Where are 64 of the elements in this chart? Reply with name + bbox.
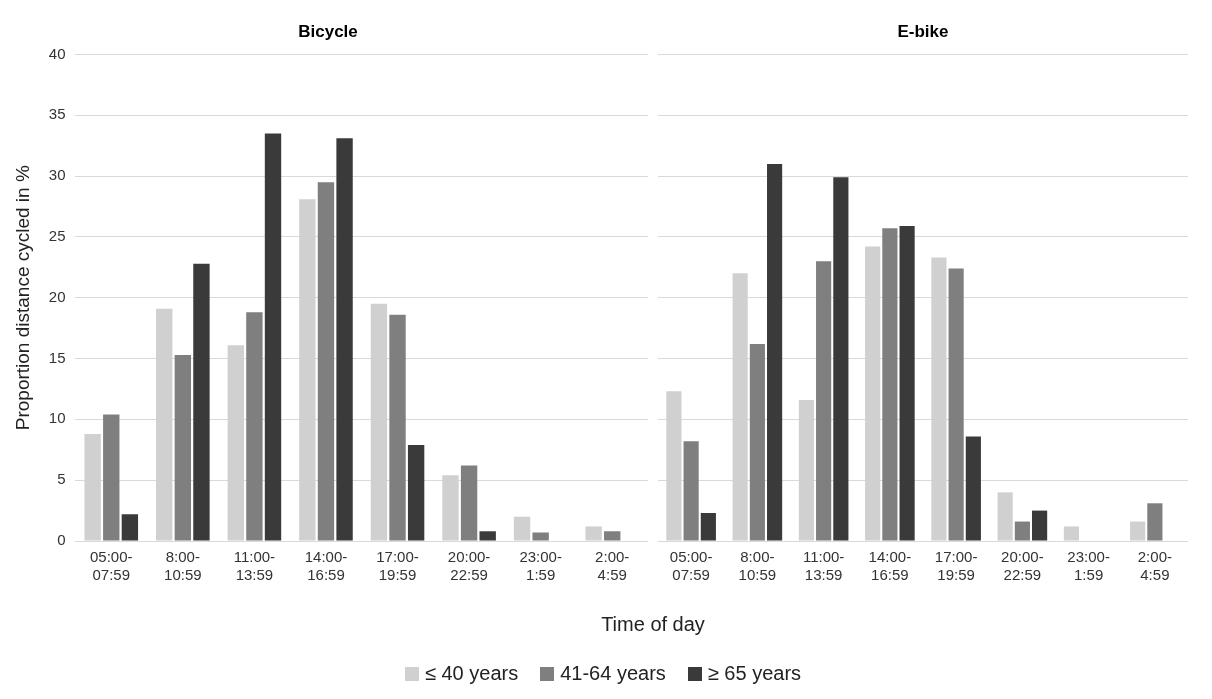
bar — [193, 263, 210, 541]
x-tick-label: 8:00-10:59 — [738, 548, 777, 584]
bar — [1147, 503, 1163, 541]
y-tick-label: 5 — [57, 470, 66, 488]
legend-label: 41-64 years — [560, 662, 666, 685]
bar — [513, 516, 531, 541]
x-tick-label: 20:00-22:59 — [1001, 548, 1044, 584]
x-tick-label: 2:00-4:59 — [1137, 548, 1172, 584]
x-tick-label: 11:00-13:59 — [802, 548, 845, 584]
x-tick-label: 14:00-16:59 — [868, 548, 912, 584]
bar — [1032, 510, 1048, 541]
bar — [833, 177, 849, 541]
y-axis-title: Proportion distance cycled in % — [11, 165, 33, 431]
bar — [479, 531, 496, 541]
x-tick-label: 17:00-19:59 — [934, 548, 978, 584]
bar — [997, 492, 1013, 541]
bar — [604, 531, 621, 541]
y-tick-label: 35 — [48, 105, 66, 123]
bar — [389, 314, 406, 541]
bar — [585, 526, 602, 541]
bar — [767, 163, 783, 541]
bar — [407, 444, 425, 541]
bar — [336, 138, 353, 541]
x-tick-label: 14:00-16:59 — [304, 548, 348, 584]
bar — [246, 312, 263, 541]
bar — [700, 513, 716, 541]
bar — [683, 441, 699, 541]
y-tick-label: 20 — [48, 287, 66, 305]
bar — [965, 436, 981, 541]
x-tick-label: 05:00-07:59 — [89, 548, 133, 584]
x-tick-label: 17:00-19:59 — [376, 548, 419, 584]
y-tick-label: 0 — [57, 531, 66, 549]
bar — [317, 182, 335, 541]
bar — [532, 532, 549, 541]
x-tick-label: 8:00-10:59 — [164, 548, 202, 584]
legend-label: ≥ 65 years — [707, 662, 802, 685]
chart-title: Bicycle — [298, 21, 358, 41]
bar — [1014, 521, 1030, 541]
bar — [174, 354, 192, 541]
y-tick-label: 10 — [48, 409, 66, 427]
bar — [121, 514, 139, 541]
x-tick-label: 11:00-13:59 — [233, 548, 276, 584]
x-axis-title: Time of day — [600, 613, 706, 636]
bar — [1130, 521, 1146, 541]
bar — [1063, 526, 1079, 541]
bar — [264, 133, 282, 541]
y-tick-label: 40 — [48, 44, 66, 62]
x-tick-label: 20:00-22:59 — [447, 548, 491, 584]
x-tick-label: 05:00-07:59 — [669, 548, 713, 584]
x-tick-label: 23:00-1:59 — [519, 548, 562, 584]
y-tick-label: 15 — [48, 348, 66, 366]
bar — [899, 225, 915, 541]
bar — [460, 465, 478, 541]
y-tick-label: 30 — [48, 166, 66, 184]
chart-title: E-bike — [897, 21, 949, 41]
bar — [948, 268, 964, 541]
bar — [749, 343, 765, 541]
x-tick-label: 2:00-4:59 — [595, 548, 630, 584]
x-tick-label: 23:00-1:59 — [1067, 548, 1110, 584]
legend-label: ≤ 40 years — [424, 662, 519, 685]
bar — [882, 228, 898, 541]
bar — [103, 414, 120, 541]
bar — [816, 261, 832, 541]
y-tick-label: 25 — [48, 227, 66, 245]
